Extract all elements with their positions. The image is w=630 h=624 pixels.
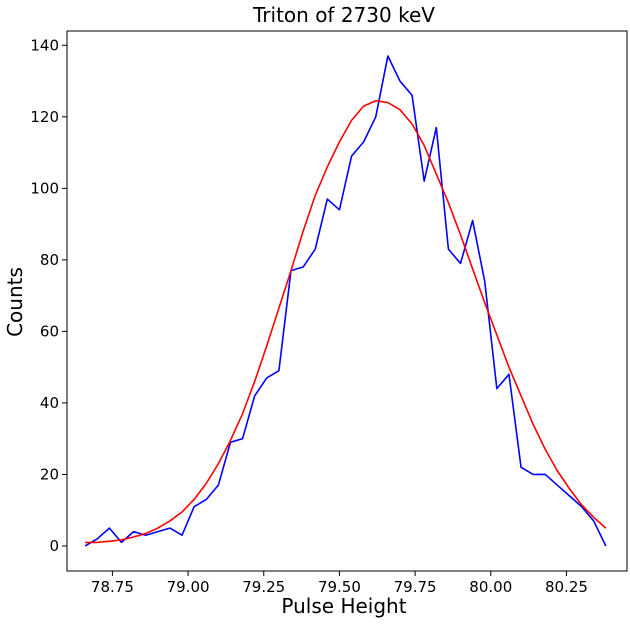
- x-axis-title: Pulse Height: [281, 594, 406, 618]
- y-tick-label: 20: [40, 465, 59, 483]
- x-tick-label: 80.00: [469, 578, 512, 596]
- y-tick-label: 140: [30, 36, 59, 54]
- x-tick-label: 78.75: [91, 578, 134, 596]
- y-tick-label: 80: [40, 251, 59, 269]
- y-tick-label: 0: [49, 537, 59, 555]
- y-axis: 0 20 40 60 80 100 120 140: [30, 36, 67, 555]
- y-tick-label: 100: [30, 179, 59, 197]
- x-tick-label: 79.75: [394, 578, 437, 596]
- x-tick-label: 79.50: [318, 578, 361, 596]
- series-layer: [84, 55, 607, 547]
- y-tick-label: 120: [30, 108, 59, 126]
- series-line-2: [85, 99, 607, 544]
- y-tick-label: 60: [40, 322, 59, 340]
- x-tick-label: 79.00: [167, 578, 210, 596]
- y-tick-label: 40: [40, 394, 59, 412]
- x-axis: 78.75 79.00 79.25 79.50 79.75 80.00 80.25: [91, 571, 588, 596]
- x-tick-label: 79.25: [242, 578, 285, 596]
- plot-frame: [66, 30, 628, 572]
- series-line-1: [84, 55, 607, 547]
- x-tick-label: 80.25: [545, 578, 588, 596]
- y-axis-title: Counts: [3, 267, 27, 337]
- chart-title: Triton of 2730 keV: [252, 3, 435, 27]
